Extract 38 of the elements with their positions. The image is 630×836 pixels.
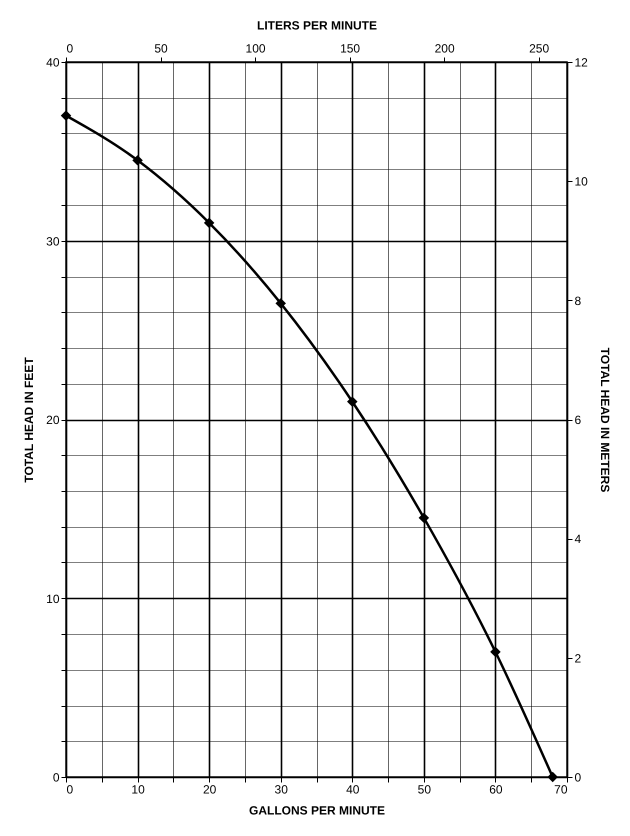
point	[132, 155, 143, 166]
x-tick-label: 60	[489, 782, 503, 796]
point	[490, 646, 501, 658]
x-tick-label: 40	[346, 782, 360, 796]
x-tick-label: 70	[554, 782, 568, 796]
x2-tick-label: 0	[66, 42, 74, 56]
x-axis-title: GALLONS PER MINUTE	[248, 804, 386, 818]
x2-tick-label: 100	[246, 42, 266, 56]
y2-axis-title: TOTAL HEAD IN METERS	[598, 348, 612, 492]
x2-tick-label: 200	[434, 42, 455, 56]
x-tick-label: 0	[66, 782, 74, 796]
point	[204, 218, 214, 228]
y-axis-title: TOTAL HEAD IN FEET	[22, 356, 36, 483]
y2-tick-label: 6	[574, 413, 582, 427]
y-tick-label: 20	[46, 413, 60, 427]
y-tick-label: 40	[46, 56, 60, 70]
y2-tick-label: 10	[574, 174, 588, 189]
y-tick-label: 30	[46, 234, 60, 248]
x2-axis-title: LITERS PER MINUTE	[256, 18, 378, 32]
x2-tick-label: 50	[154, 42, 168, 56]
y2-tick-label: 8	[574, 294, 582, 308]
point	[60, 110, 72, 121]
point	[547, 772, 558, 782]
y2-tick-label: 0	[574, 770, 582, 784]
x-tick-label: 50	[418, 782, 432, 796]
point	[418, 512, 430, 524]
x-tick-label: 20	[202, 782, 217, 796]
y2-tick-label: 4	[574, 532, 582, 546]
y-tick-label: 0	[52, 770, 60, 784]
x-tick-label: 30	[274, 782, 288, 796]
point	[275, 298, 286, 309]
y2-tick-label: 2	[574, 651, 582, 666]
y-tick-label: 10	[46, 592, 60, 606]
point	[347, 396, 358, 407]
x-tick-label: 10	[131, 782, 146, 796]
y2-tick-label: 12	[574, 56, 588, 70]
x2-tick-label: 150	[340, 42, 360, 56]
x2-tick-label: 250	[529, 42, 550, 56]
